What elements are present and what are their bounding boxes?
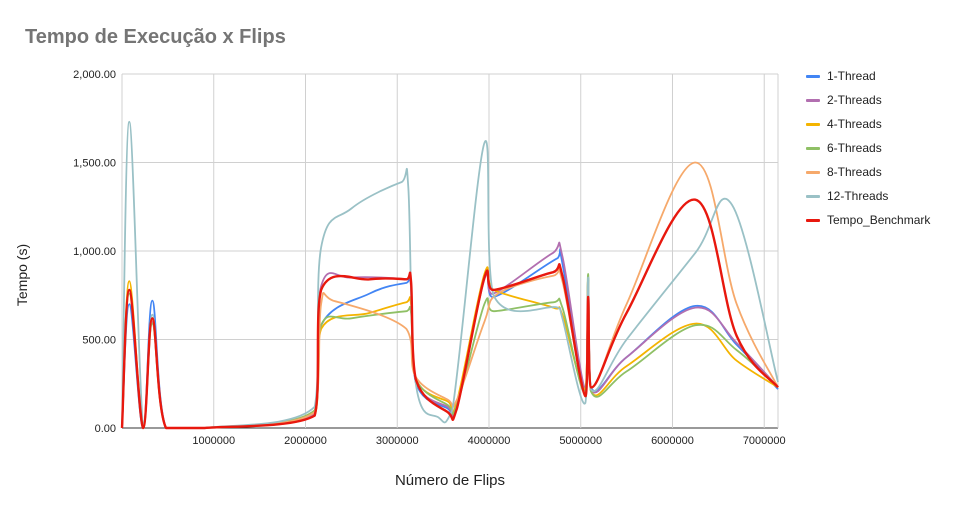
legend-label: 8-Threads <box>827 165 882 179</box>
legend-item-4-threads: 4-Threads <box>806 112 930 136</box>
legend-swatch <box>806 146 820 150</box>
y-tick-label: 2,000.00 <box>73 69 116 81</box>
legend-label: 2-Threads <box>827 93 882 107</box>
series-line-12-threads <box>121 120 779 429</box>
legend-label: 6-Threads <box>827 141 882 155</box>
legend-label: 4-Threads <box>827 117 882 131</box>
legend-item-1-thread: 1-Thread <box>806 64 930 88</box>
legend-swatch <box>806 74 820 78</box>
legend-item-12-threads: 12-Threads <box>806 184 930 208</box>
y-tick-label: 500.00 <box>82 335 116 347</box>
legend-swatch <box>806 194 820 198</box>
x-tick-label: 5000000 <box>559 435 602 447</box>
legend-item-tempo-benchmark: Tempo_Benchmark <box>806 208 930 232</box>
x-tick-label: 3000000 <box>376 435 419 447</box>
legend-swatch <box>806 170 820 174</box>
x-axis-label: Número de Flips <box>394 472 506 489</box>
y-tick-label: 1,000.00 <box>73 246 116 258</box>
series-line-tempo-benchmark <box>120 198 779 430</box>
x-tick-label: 2000000 <box>284 435 327 447</box>
series-line-4-threads <box>121 266 779 429</box>
x-tick-label: 6000000 <box>651 435 694 447</box>
legend-item-8-threads: 8-Threads <box>806 160 930 184</box>
x-tick-label: 4000000 <box>468 435 511 447</box>
series-line-8-threads <box>121 161 779 429</box>
chart-title: Tempo de Execução x Flips <box>25 26 286 48</box>
legend-label: 1-Thread <box>827 69 876 83</box>
y-tick-label: 1,500.00 <box>73 158 116 170</box>
series-line-2-threads <box>121 241 779 429</box>
y-tick-label: 0.00 <box>95 423 116 435</box>
legend-item-2-threads: 2-Threads <box>806 88 930 112</box>
legend-swatch <box>806 122 820 126</box>
x-tick-label: 1000000 <box>192 435 235 447</box>
legend: 1-Thread 2-Threads 4-Threads 6-Threads 8-Thr… <box>806 64 930 232</box>
legend-swatch <box>806 98 820 102</box>
legend-item-6-threads: 6-Threads <box>806 136 930 160</box>
legend-label: 12-Threads <box>827 189 889 203</box>
legend-swatch <box>806 218 820 222</box>
legend-label: Tempo_Benchmark <box>827 213 931 227</box>
x-tick-label: 7000000 <box>743 435 786 447</box>
